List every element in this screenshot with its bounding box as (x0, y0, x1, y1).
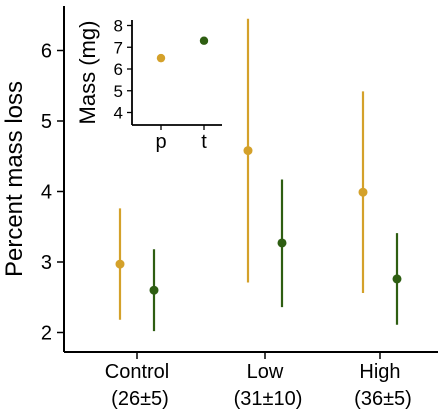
inset-y-tick-label: 6 (114, 60, 123, 79)
y-tick-label: 2 (41, 323, 52, 345)
data-point (277, 238, 287, 248)
data-point (243, 146, 253, 156)
data-point (392, 274, 402, 284)
y-tick-label: 5 (41, 111, 52, 133)
x-tick-sublabel: (31±10) (234, 388, 303, 410)
inset-y-tick-label: 8 (114, 17, 123, 36)
y-tick-label: 6 (41, 41, 52, 63)
x-tick-sublabel: (36±5) (354, 388, 412, 410)
inset-y-tick-label: 4 (114, 104, 123, 123)
inset-data-point (199, 36, 209, 45)
data-point (358, 187, 368, 197)
y-axis-title: Percent mass loss (1, 81, 28, 277)
main-plot: 2 3 4 5 6 Control (26±5) Low (31±10) High (36±5) Pe… (1, 6, 438, 410)
x-tick-sublabel: (26±5) (111, 388, 169, 410)
x-tick-label: Control (105, 361, 169, 383)
x-tick-label: High (359, 361, 400, 383)
inset-x-tick-label: p (155, 131, 166, 153)
inset-x-tick-label: t (201, 131, 207, 153)
y-tick-label: 3 (41, 252, 52, 274)
y-tick-label: 4 (41, 182, 52, 204)
inset-plot: 4 5 6 7 8 p t Mass (mg) (75, 17, 222, 153)
inset-data-point (156, 53, 166, 63)
x-tick-label: Low (247, 361, 284, 383)
inset-y-tick-label: 5 (114, 82, 123, 101)
inset-y-tick-label: 7 (114, 38, 123, 57)
inset-y-axis-title: Mass (mg) (75, 21, 100, 125)
data-point (115, 259, 125, 269)
data-point (149, 285, 159, 295)
